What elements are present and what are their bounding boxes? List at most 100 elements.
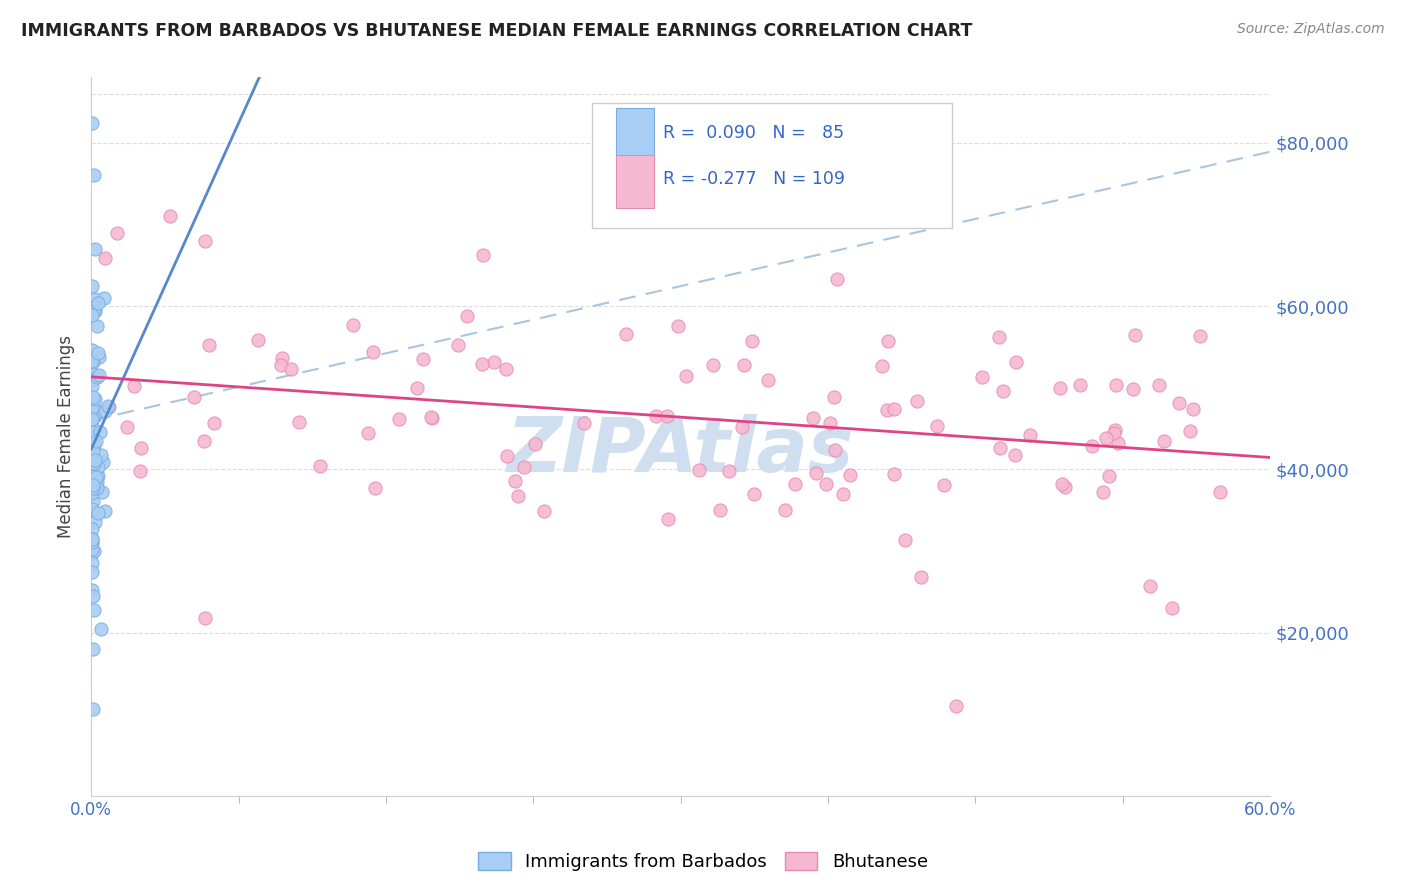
Point xyxy=(1153,434,1175,448)
Point xyxy=(420,410,443,425)
Point xyxy=(86,369,108,384)
Point xyxy=(1019,428,1042,442)
Point xyxy=(823,390,845,404)
Point xyxy=(80,412,103,426)
FancyBboxPatch shape xyxy=(616,108,654,161)
Point xyxy=(876,402,898,417)
Point xyxy=(572,417,595,431)
Point xyxy=(839,468,862,483)
Point xyxy=(105,226,128,240)
Point xyxy=(1005,355,1028,369)
Point xyxy=(945,699,967,714)
Point xyxy=(932,478,955,492)
Point xyxy=(80,546,103,560)
Point xyxy=(1104,424,1126,438)
Point xyxy=(804,466,827,480)
Point xyxy=(86,319,108,334)
Point xyxy=(80,583,103,598)
Point xyxy=(447,338,470,352)
Point xyxy=(80,354,103,368)
Point xyxy=(412,351,434,366)
Point xyxy=(271,351,294,366)
Point xyxy=(87,351,110,365)
Point xyxy=(193,434,215,448)
Point xyxy=(80,308,103,322)
Point xyxy=(82,445,104,459)
Point xyxy=(80,419,103,434)
Point xyxy=(1161,601,1184,615)
Point xyxy=(1104,425,1126,440)
Point xyxy=(86,295,108,310)
Point xyxy=(742,487,765,501)
Point xyxy=(80,541,103,556)
Point xyxy=(83,515,105,529)
Point xyxy=(84,470,107,484)
Point xyxy=(718,464,741,478)
Point xyxy=(80,116,103,130)
Point xyxy=(82,483,104,498)
Point xyxy=(83,292,105,306)
Point xyxy=(115,419,138,434)
Point xyxy=(1178,424,1201,438)
Legend: Immigrants from Barbados, Bhutanese: Immigrants from Barbados, Bhutanese xyxy=(471,846,935,879)
Point xyxy=(456,309,478,323)
Point xyxy=(1167,396,1189,410)
Point xyxy=(82,536,104,550)
Point xyxy=(90,448,112,462)
Point xyxy=(80,412,103,426)
Point xyxy=(484,355,506,369)
Point xyxy=(471,248,494,262)
Point xyxy=(84,475,107,489)
Point xyxy=(86,475,108,489)
Point xyxy=(82,464,104,478)
Point xyxy=(1182,402,1205,417)
Point xyxy=(814,476,837,491)
Point xyxy=(83,457,105,471)
Point xyxy=(82,493,104,508)
Point xyxy=(883,467,905,481)
Point xyxy=(91,485,114,500)
Point xyxy=(91,455,114,469)
Point xyxy=(80,450,103,465)
Point xyxy=(910,570,932,584)
Point xyxy=(987,329,1010,343)
Point xyxy=(420,411,443,425)
Point xyxy=(80,379,103,393)
Point xyxy=(83,409,105,424)
Point xyxy=(80,534,103,549)
Point xyxy=(194,235,217,249)
FancyBboxPatch shape xyxy=(592,103,952,228)
Point xyxy=(80,428,103,442)
Point xyxy=(870,359,893,374)
Point xyxy=(122,378,145,392)
Point xyxy=(1049,381,1071,395)
Point xyxy=(1123,328,1146,343)
Point xyxy=(1122,383,1144,397)
Point xyxy=(688,463,710,477)
Y-axis label: Median Female Earnings: Median Female Earnings xyxy=(58,335,75,538)
Point xyxy=(657,512,679,526)
Point xyxy=(80,343,103,357)
Point xyxy=(702,358,724,372)
Point xyxy=(309,458,332,473)
Point xyxy=(83,438,105,452)
Text: Source: ZipAtlas.com: Source: ZipAtlas.com xyxy=(1237,22,1385,37)
Point xyxy=(80,373,103,387)
Point xyxy=(280,362,302,376)
Point xyxy=(87,506,110,520)
Point xyxy=(905,393,928,408)
Point xyxy=(82,367,104,381)
Point xyxy=(877,334,900,349)
Point xyxy=(80,501,103,516)
Point xyxy=(824,443,846,458)
Point xyxy=(82,556,104,570)
Point xyxy=(198,338,221,352)
Point xyxy=(988,441,1011,455)
Point xyxy=(803,410,825,425)
Point xyxy=(83,392,105,406)
Point xyxy=(1095,431,1118,445)
Point xyxy=(1069,378,1091,392)
Point xyxy=(83,468,105,483)
Point xyxy=(1081,439,1104,453)
Point xyxy=(1052,477,1074,491)
